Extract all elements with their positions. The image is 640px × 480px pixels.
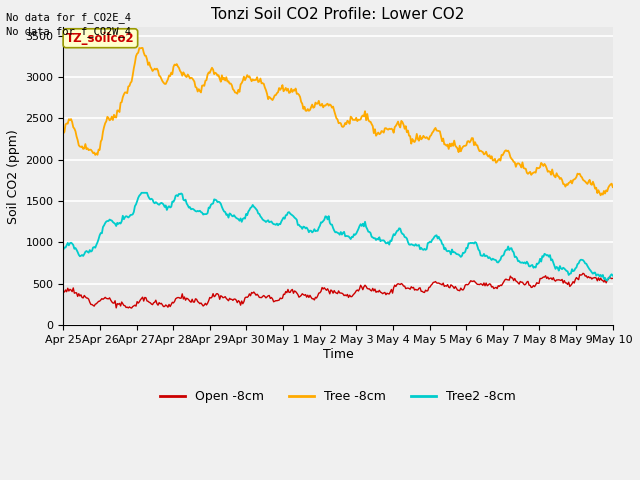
- Text: No data for f_CO2E_4: No data for f_CO2E_4: [6, 12, 131, 23]
- Tree -8cm: [325, 103, 333, 108]
- Tree -8cm: [596, 192, 604, 198]
- Y-axis label: Soil CO2 (ppm): Soil CO2 (ppm): [7, 129, 20, 224]
- Text: No data for f_CO2W_4: No data for f_CO2W_4: [6, 26, 131, 37]
- Tree2 -8cm: [60, 247, 67, 252]
- Tree -8cm: [388, 126, 396, 132]
- X-axis label: Time: Time: [323, 348, 353, 361]
- Open -8cm: [325, 288, 333, 294]
- Open -8cm: [358, 284, 365, 290]
- Open -8cm: [598, 277, 605, 283]
- Open -8cm: [321, 286, 329, 292]
- Tree2 -8cm: [321, 214, 329, 219]
- Title: Tonzi Soil CO2 Profile: Lower CO2: Tonzi Soil CO2 Profile: Lower CO2: [211, 7, 465, 22]
- Tree2 -8cm: [604, 278, 611, 284]
- Line: Open -8cm: Open -8cm: [63, 273, 612, 308]
- Tree2 -8cm: [609, 273, 616, 278]
- Tree2 -8cm: [388, 238, 396, 244]
- Tree -8cm: [598, 191, 605, 196]
- Tree -8cm: [321, 103, 329, 108]
- Tree2 -8cm: [138, 190, 145, 196]
- Tree -8cm: [358, 114, 365, 120]
- Open -8cm: [579, 270, 587, 276]
- Tree2 -8cm: [511, 254, 518, 260]
- Tree -8cm: [60, 131, 67, 136]
- Tree2 -8cm: [325, 213, 333, 219]
- Open -8cm: [388, 287, 396, 292]
- Tree2 -8cm: [358, 223, 365, 229]
- Tree -8cm: [138, 45, 145, 51]
- Open -8cm: [60, 288, 67, 294]
- Open -8cm: [128, 305, 136, 311]
- Tree2 -8cm: [596, 272, 604, 278]
- Tree -8cm: [609, 184, 616, 190]
- Text: TZ_soilco2: TZ_soilco2: [66, 32, 134, 45]
- Legend: Open -8cm, Tree -8cm, Tree2 -8cm: Open -8cm, Tree -8cm, Tree2 -8cm: [156, 385, 521, 408]
- Line: Tree -8cm: Tree -8cm: [63, 48, 612, 195]
- Open -8cm: [609, 276, 616, 281]
- Line: Tree2 -8cm: Tree2 -8cm: [63, 193, 612, 281]
- Tree -8cm: [511, 159, 518, 165]
- Open -8cm: [511, 276, 518, 281]
